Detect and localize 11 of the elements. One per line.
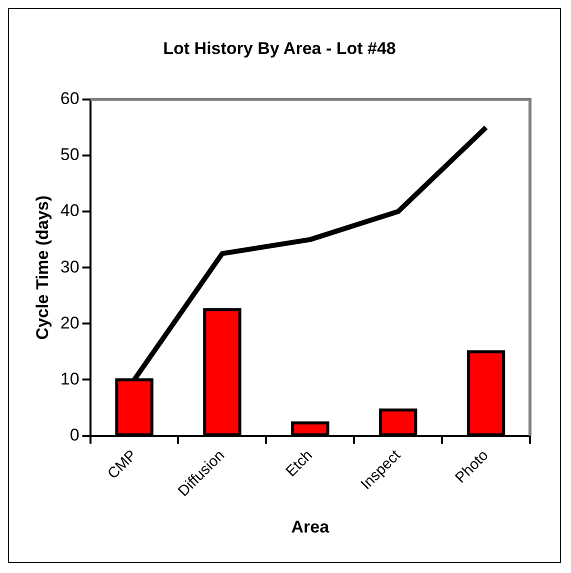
x-tick-label: Etch	[282, 446, 316, 480]
y-tick-label: 20	[60, 313, 80, 332]
y-tick-label: 50	[60, 145, 80, 164]
y-axis-title: Cycle Time (days)	[32, 195, 52, 340]
x-axis-title: Area	[291, 517, 330, 536]
y-tick-label: 60	[60, 89, 80, 108]
y-tick-label: 30	[60, 257, 80, 276]
y-tick-label: 40	[60, 201, 80, 220]
y-tick-label: 0	[70, 425, 80, 444]
chart-title: Lot History By Area - Lot #48	[163, 38, 396, 58]
y-tick-label: 10	[60, 369, 80, 388]
